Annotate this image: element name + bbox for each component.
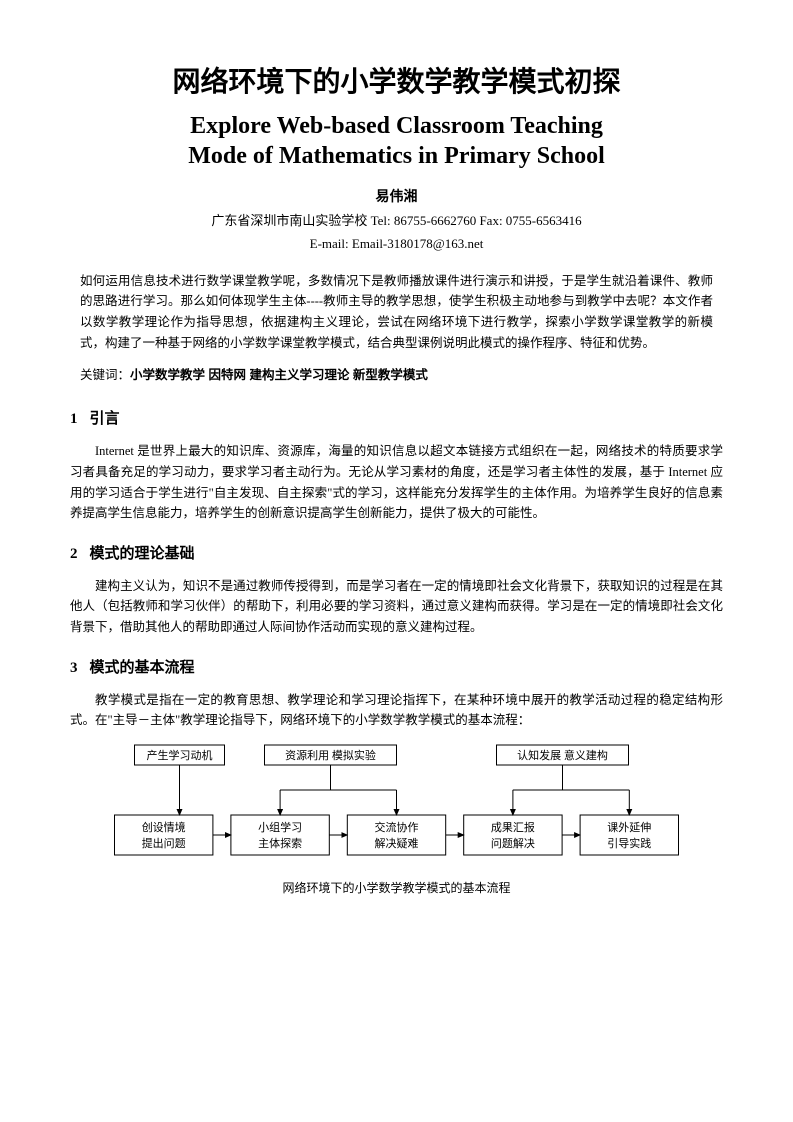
section-num-1: 1 [70, 411, 78, 427]
keywords-label: 关键词： [80, 368, 130, 382]
svg-text:产生学习动机: 产生学习动机 [147, 748, 213, 762]
svg-text:成果汇报: 成果汇报 [491, 820, 535, 834]
keywords-values: 小学数学教学 因特网 建构主义学习理论 新型教学模式 [130, 368, 428, 382]
section-2-para-1: 建构主义认为，知识不是通过教师传授得到，而是学习者在一定的情境即社会文化背景下，… [70, 576, 723, 638]
svg-text:引导实践: 引导实践 [607, 836, 651, 850]
section-heading-2: 2 模式的理论基础 [70, 542, 723, 566]
svg-text:解决疑难: 解决疑难 [375, 836, 419, 850]
title-english: Explore Web-based Classroom Teaching Mod… [70, 111, 723, 171]
flowchart-svg: 产生学习动机 资源利用 模拟实验 认知发展 意义建构 创设情境提出问题 小组学习主体探… [90, 741, 703, 861]
email-line: E-mail: Email-3180178@163.net [70, 234, 723, 255]
svg-text:认知发展 意义建构: 认知发展 意义建构 [517, 748, 608, 762]
section-3-para-1: 教学模式是指在一定的教育思想、教学理论和学习理论指挥下，在某种环境中展开的教学活… [70, 690, 723, 731]
title-en-line1: Explore Web-based Classroom Teaching [190, 113, 603, 139]
svg-text:问题解决: 问题解决 [491, 836, 535, 850]
svg-text:资源利用 模拟实验: 资源利用 模拟实验 [285, 748, 376, 762]
keywords-line: 关键词：小学数学教学 因特网 建构主义学习理论 新型教学模式 [80, 365, 713, 385]
svg-text:交流协作: 交流协作 [375, 820, 419, 834]
section-2: 2 模式的理论基础 建构主义认为，知识不是通过教师传授得到，而是学习者在一定的情境… [70, 542, 723, 638]
svg-text:提出问题: 提出问题 [142, 836, 186, 850]
flowchart-caption: 网络环境下的小学数学教学模式的基本流程 [90, 879, 703, 898]
abstract-text: 如何运用信息技术进行数学课堂教学呢，多数情况下是教师播放课件进行演示和讲授，于是… [80, 271, 713, 354]
section-3: 3 模式的基本流程 教学模式是指在一定的教育思想、教学理论和学习理论指挥下，在某种… [70, 656, 723, 898]
section-heading-3: 3 模式的基本流程 [70, 656, 723, 680]
section-title-3: 模式的基本流程 [90, 659, 195, 676]
section-title-1: 引言 [90, 410, 120, 427]
section-1: 1 引言 Internet 是世界上最大的知识库、资源库，海量的知识信息以超文本链… [70, 407, 723, 524]
section-1-para-1: Internet 是世界上最大的知识库、资源库，海量的知识信息以超文本链接方式组… [70, 441, 723, 524]
svg-text:课外延伸: 课外延伸 [607, 821, 651, 834]
title-chinese: 网络环境下的小学数学教学模式初探 [70, 60, 723, 105]
section-heading-1: 1 引言 [70, 407, 723, 431]
svg-text:小组学习: 小组学习 [258, 820, 302, 834]
svg-text:主体探索: 主体探索 [258, 836, 302, 850]
section-num-3: 3 [70, 660, 78, 676]
svg-text:创设情境: 创设情境 [142, 820, 186, 834]
affiliation-line: 广东省深圳市南山实验学校 Tel: 86755-6662760 Fax: 075… [70, 211, 723, 232]
flowchart: 产生学习动机 资源利用 模拟实验 认知发展 意义建构 创设情境提出问题 小组学习主体探… [90, 741, 703, 898]
title-en-line2: Mode of Mathematics in Primary School [188, 143, 605, 169]
author-name: 易伟湘 [70, 185, 723, 207]
section-title-2: 模式的理论基础 [90, 545, 195, 562]
section-num-2: 2 [70, 546, 78, 562]
